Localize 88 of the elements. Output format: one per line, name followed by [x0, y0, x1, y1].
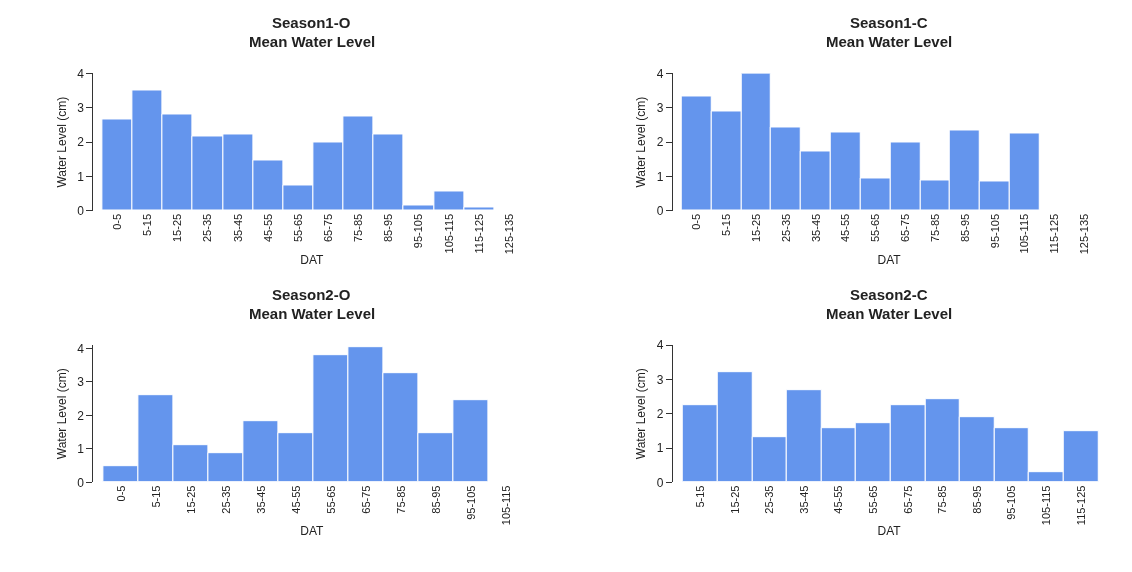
x-tick-label: 0-5 [114, 485, 127, 502]
x-tick-label: 95-105 [412, 213, 425, 249]
x-axis-title: DAT [877, 253, 902, 268]
y-tick-label: 0 [656, 475, 664, 490]
x-tick-label: 75-85 [394, 485, 407, 514]
x-tick-label: 65-75 [322, 213, 335, 243]
y-tick-label: 1 [77, 169, 85, 184]
y-axis-title: Water Level (cm) [633, 368, 648, 460]
y-tick-label: 1 [656, 441, 664, 456]
y-tick-label: 2 [77, 408, 85, 423]
y-tick-label: 0 [77, 475, 85, 490]
x-tick-label: 25-35 [219, 485, 232, 514]
x-tick-label: 35-45 [809, 213, 822, 243]
y-tick-label: 3 [656, 372, 664, 387]
y-tick-label: 4 [77, 341, 85, 356]
y-tick-label: 4 [656, 338, 664, 353]
x-tick-label: 45-55 [832, 485, 845, 514]
x-tick-label: 0-5 [111, 213, 124, 230]
x-tick-label: 65-75 [899, 213, 912, 243]
x-tick-label: 15-25 [184, 485, 197, 514]
x-tick-label: 75-85 [928, 213, 941, 243]
x-tick-label: 75-85 [936, 485, 949, 514]
y-tick-label: 2 [656, 406, 664, 421]
x-tick-label: 115-125 [1074, 485, 1087, 526]
x-tick-label: 105-115 [442, 213, 455, 254]
x-tick-label: 45-55 [839, 213, 852, 243]
y-tick-label: 3 [656, 100, 664, 115]
y-tick-label: 2 [656, 135, 664, 150]
y-tick-label: 1 [77, 442, 85, 457]
x-tick-label: 95-105 [1005, 485, 1018, 520]
x-tick-label: 95-105 [988, 213, 1001, 249]
x-tick-label: 15-25 [171, 213, 184, 243]
y-tick-label: 4 [77, 66, 85, 81]
x-axis-title: DAT [877, 524, 902, 539]
chart-subtitle: Mean Water Level [826, 305, 953, 322]
x-axis-title: DAT [300, 253, 325, 268]
y-tick-label: 3 [77, 100, 85, 115]
x-tick-label: 85-95 [958, 213, 971, 243]
x-tick-label: 5-15 [720, 213, 733, 236]
x-tick-label: 85-95 [970, 485, 983, 514]
x-tick-label: 35-45 [231, 213, 244, 243]
y-axis-title: Water Level (cm) [633, 96, 648, 188]
y-tick-label: 2 [77, 135, 85, 150]
x-tick-label: 55-65 [869, 213, 882, 243]
x-tick-label: 25-35 [201, 213, 214, 243]
x-tick-label: 5-15 [694, 485, 707, 508]
x-tick-label: 15-25 [749, 213, 762, 243]
x-tick-label: 5-15 [149, 485, 162, 508]
x-tick-label: 125-135 [502, 213, 515, 255]
chart-title: Season2-C [850, 286, 928, 303]
y-axis-title: Water Level (cm) [54, 368, 69, 460]
x-tick-label: 55-65 [867, 485, 880, 514]
x-tick-label: 25-35 [763, 485, 776, 514]
x-tick-label: 95-105 [464, 485, 477, 520]
x-tick-label: 65-75 [359, 485, 372, 514]
x-tick-label: 75-85 [352, 213, 365, 243]
x-tick-label: 85-95 [382, 213, 395, 243]
x-tick-label: 105-115 [499, 485, 512, 526]
chart-title: Season1-O [272, 14, 351, 31]
chart-title: Season2-O [272, 286, 351, 303]
y-axis-title: Water Level (cm) [54, 96, 69, 188]
x-tick-label: 65-75 [901, 485, 914, 514]
y-tick-label: 0 [656, 203, 664, 218]
chart-subtitle: Mean Water Level [249, 305, 376, 322]
x-tick-label: 105-115 [1018, 213, 1031, 254]
x-tick-label: 115-125 [1048, 213, 1061, 254]
x-tick-label: 55-65 [291, 213, 304, 243]
x-tick-label: 35-45 [797, 485, 810, 514]
x-tick-label: 25-35 [779, 213, 792, 243]
y-tick-label: 1 [656, 169, 664, 184]
x-tick-label: 5-15 [141, 213, 154, 236]
chart-subtitle: Mean Water Level [249, 33, 376, 50]
chart-title: Season1-C [850, 14, 928, 31]
x-tick-label: 85-95 [429, 485, 442, 514]
x-tick-label: 15-25 [728, 485, 741, 514]
x-tick-label: 45-55 [289, 485, 302, 514]
y-tick-label: 3 [77, 375, 85, 390]
x-tick-label: 55-65 [324, 485, 337, 514]
x-tick-label: 105-115 [1040, 485, 1053, 526]
x-axis-title: DAT [300, 524, 325, 539]
y-tick-label: 0 [77, 203, 85, 218]
x-tick-label: 0-5 [690, 213, 703, 230]
y-tick-label: 4 [656, 66, 664, 81]
x-tick-label: 45-55 [261, 213, 274, 243]
x-tick-label: 35-45 [254, 485, 267, 514]
x-tick-label: 125-135 [1078, 213, 1091, 255]
x-tick-label: 115-125 [472, 213, 485, 254]
chart-subtitle: Mean Water Level [826, 33, 953, 50]
